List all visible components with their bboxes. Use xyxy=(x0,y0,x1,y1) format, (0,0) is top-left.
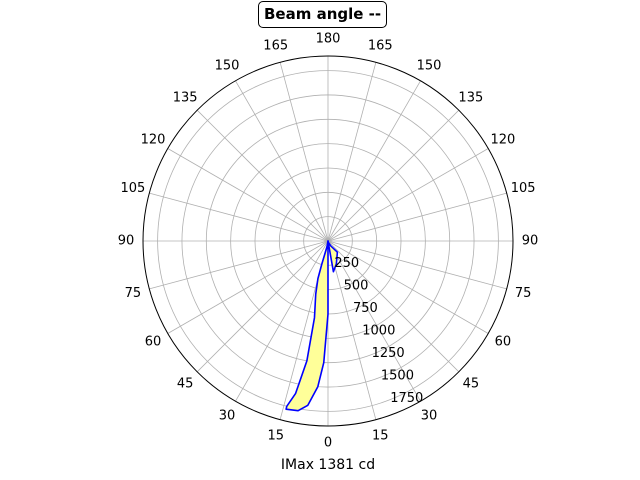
angular-gridline xyxy=(149,240,329,290)
angular-gridline xyxy=(327,80,421,242)
radial-tick-label: 1500 xyxy=(381,368,414,383)
angle-tick-label: 60 xyxy=(145,335,162,350)
angle-tick-label: 105 xyxy=(120,181,145,196)
angular-gridline xyxy=(327,109,460,242)
angle-tick-label: 150 xyxy=(417,59,442,74)
angle-tick-label: 90 xyxy=(522,234,539,249)
angular-gridline xyxy=(327,240,507,290)
radial-tick-label: 500 xyxy=(344,278,369,293)
angle-tick-label: 105 xyxy=(511,181,536,196)
angular-gridline xyxy=(327,192,507,242)
radial-tick-label: 1750 xyxy=(390,391,423,406)
angle-tick-label: 135 xyxy=(173,91,198,106)
angle-tick-label: 30 xyxy=(219,408,236,423)
series-curve-2 xyxy=(285,240,329,412)
angular-gridline xyxy=(327,148,489,242)
angle-tick-label: 135 xyxy=(458,91,483,106)
angular-gridline xyxy=(279,62,329,242)
angular-gridline xyxy=(327,240,421,402)
angle-tick-label: 0 xyxy=(324,436,332,451)
angular-gridline xyxy=(167,240,329,334)
angle-tick-label: 15 xyxy=(267,429,284,444)
angular-gridline xyxy=(327,240,489,334)
angular-gridline xyxy=(235,80,329,242)
radial-tick-label: 1250 xyxy=(372,346,405,361)
angular-gridline xyxy=(167,148,329,242)
angle-tick-label: 90 xyxy=(118,234,135,249)
chart-title: Beam angle -- xyxy=(258,1,388,28)
angle-tick-label: 180 xyxy=(316,32,341,47)
angular-gridline xyxy=(149,192,329,242)
angular-gridline xyxy=(196,109,329,242)
x-axis-label: IMax 1381 cd xyxy=(280,457,376,473)
angle-tick-label: 165 xyxy=(263,38,288,53)
angular-gridline xyxy=(196,240,329,373)
angular-gridline xyxy=(327,240,460,373)
angular-gridline xyxy=(327,240,377,420)
angle-tick-label: 30 xyxy=(421,408,438,423)
angle-tick-label: 165 xyxy=(368,38,393,53)
angle-tick-label: 45 xyxy=(463,376,480,391)
series-layer xyxy=(285,240,339,412)
angle-tick-label: 60 xyxy=(495,335,512,350)
angular-gridline xyxy=(235,240,329,402)
angle-tick-label: 15 xyxy=(372,429,389,444)
angular-gridline xyxy=(327,62,377,242)
radial-tick-label: 750 xyxy=(353,301,378,316)
angle-tick-label: 45 xyxy=(177,376,194,391)
tick-labels: 0 15 30 45 60 75 90 105 120 135 150 165 180 165 150 135… xyxy=(118,32,539,451)
radial-tick-label: 250 xyxy=(334,256,359,271)
radial-tick-label: 1000 xyxy=(362,323,395,338)
angle-tick-label: 75 xyxy=(515,286,532,301)
angle-tick-label: 75 xyxy=(125,286,142,301)
polar-grid xyxy=(143,56,513,426)
angle-tick-label: 120 xyxy=(491,133,516,148)
angle-tick-label: 120 xyxy=(141,133,166,148)
polar-frame xyxy=(142,55,514,427)
angle-tick-label: 150 xyxy=(215,59,240,74)
